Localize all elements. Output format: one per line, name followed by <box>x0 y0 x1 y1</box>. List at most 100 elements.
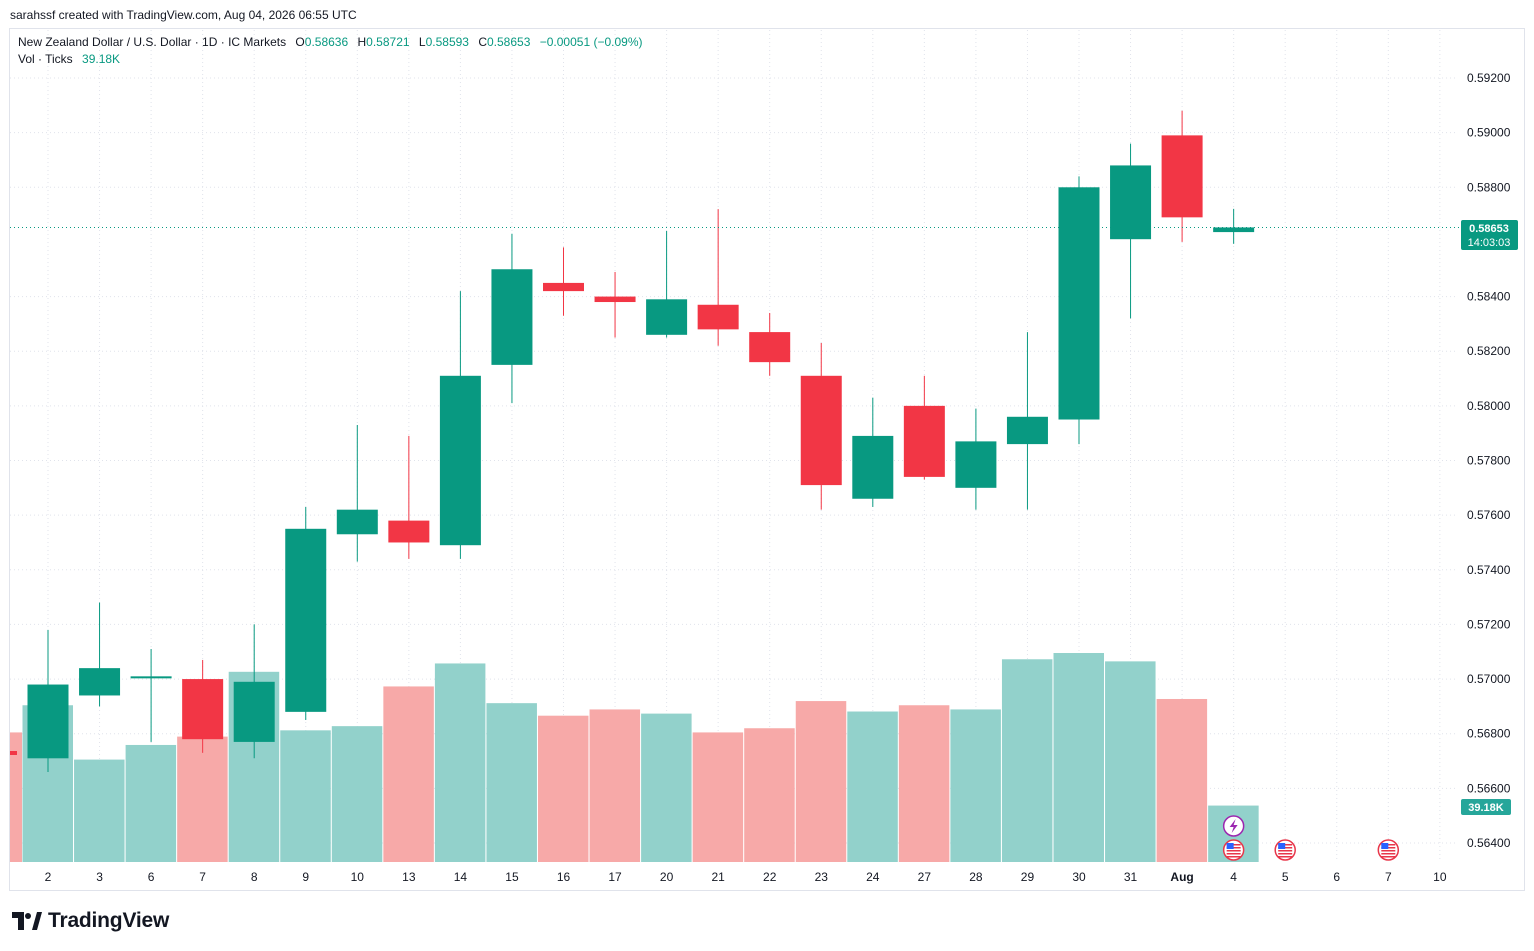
symbol-legend: New Zealand Dollar / U.S. Dollar · 1D · … <box>18 35 642 49</box>
y-tick-label: 0.59000 <box>1467 126 1511 140</box>
x-tick-label: 2 <box>45 870 52 884</box>
volume-bar <box>589 709 641 862</box>
high-value: 0.58721 <box>366 35 410 49</box>
candle-body <box>79 668 121 696</box>
candle-body <box>800 375 842 486</box>
countdown-value: 14:03:03 <box>1468 237 1511 249</box>
volume-bar <box>744 728 795 862</box>
x-tick-label: 3 <box>96 870 103 884</box>
candle-body <box>955 441 997 488</box>
x-tick-label: 15 <box>505 870 519 884</box>
volume-bar <box>383 686 434 862</box>
candle-body <box>594 296 636 303</box>
x-tick-label: 28 <box>969 870 983 884</box>
price-axis: 0.59200 0.59000 0.58800 0.58400 0.58200 0.580… <box>1467 71 1511 850</box>
x-tick-label: 17 <box>608 870 622 884</box>
candle-partial <box>10 751 17 755</box>
volume-badge: 39.18K <box>1461 799 1511 815</box>
candle <box>800 343 842 510</box>
y-tick-label: 0.56800 <box>1467 727 1511 741</box>
volume-bar <box>1105 661 1156 862</box>
candle-body <box>1213 227 1255 233</box>
candle <box>852 397 894 507</box>
x-tick-label: 13 <box>402 870 416 884</box>
volume-label: Vol · Ticks <box>18 52 73 66</box>
y-tick-label: 0.59200 <box>1467 71 1511 85</box>
candle <box>646 231 688 338</box>
candle-body <box>1058 187 1100 420</box>
candle-body <box>285 528 327 712</box>
candle-body <box>697 304 739 330</box>
y-tick-label: 0.58400 <box>1467 290 1511 304</box>
candle <box>233 624 275 759</box>
tradingview-logo[interactable]: TradingView <box>12 908 169 934</box>
chart-panel[interactable] <box>9 28 1525 891</box>
x-tick-label: 7 <box>199 870 206 884</box>
low-label: L <box>418 35 426 49</box>
candle-body <box>388 520 430 543</box>
volume-bar <box>177 736 228 862</box>
candle-body <box>1161 135 1203 218</box>
y-tick-label: 0.57000 <box>1467 672 1511 686</box>
volume-bar <box>898 705 950 862</box>
x-tick-label: 10 <box>351 870 365 884</box>
x-tick-label: 30 <box>1072 870 1086 884</box>
x-tick-label: 16 <box>557 870 571 884</box>
candle <box>1058 176 1100 445</box>
volume-bar <box>74 759 125 862</box>
y-tick-label: 0.57600 <box>1467 508 1511 522</box>
volume-bar <box>280 730 331 862</box>
x-tick-label: 21 <box>711 870 725 884</box>
x-tick-label: 20 <box>660 870 674 884</box>
candle-body <box>1006 416 1048 445</box>
candle <box>594 271 636 338</box>
x-tick-label: 6 <box>1333 870 1340 884</box>
x-tick-label: 9 <box>302 870 309 884</box>
volume-bar <box>331 726 383 862</box>
symbol-name: New Zealand Dollar / U.S. Dollar · 1D · … <box>18 35 287 49</box>
x-tick-label: 7 <box>1385 870 1392 884</box>
volume-bar <box>641 713 692 862</box>
candle <box>336 424 378 562</box>
event-markers <box>1222 815 1400 861</box>
y-tick-label: 0.56600 <box>1467 781 1511 795</box>
candle <box>182 659 224 753</box>
candle-body <box>233 681 275 742</box>
candle <box>543 247 584 316</box>
lightning-icon <box>1222 815 1245 837</box>
volume-bar <box>434 663 486 862</box>
tradingview-logo-text: TradingView <box>48 909 170 932</box>
volume-legend: Vol · Ticks 39.18K <box>18 52 120 66</box>
candle-body <box>439 375 481 546</box>
candle <box>439 291 481 559</box>
x-tick-label: 4 <box>1230 870 1237 884</box>
volume-bar <box>847 711 898 862</box>
x-tick-label: 31 <box>1124 870 1138 884</box>
low-value: 0.58593 <box>425 35 469 49</box>
candle-body <box>646 299 688 335</box>
volume-bar <box>950 709 1001 862</box>
volume-bar <box>1001 659 1053 862</box>
open-label: O <box>295 35 305 49</box>
y-tick-label: 0.56400 <box>1467 836 1511 850</box>
candle-body <box>1110 165 1152 240</box>
us-flag-icon <box>1274 839 1296 861</box>
us-flag-icon <box>1222 839 1245 861</box>
candle-body <box>182 679 224 740</box>
candle <box>1006 332 1048 510</box>
volume-bar <box>486 703 537 862</box>
volume-bar <box>538 715 589 862</box>
open-value: 0.58636 <box>304 35 349 49</box>
candle <box>697 209 739 346</box>
x-tick-label: 23 <box>815 870 829 884</box>
price-candles <box>10 110 1255 772</box>
volume-bar <box>692 732 744 862</box>
x-tick-label: 5 <box>1282 870 1289 884</box>
candle <box>491 233 533 404</box>
close-value: 0.58653 <box>487 35 531 49</box>
x-tick-label: 22 <box>763 870 777 884</box>
candle <box>130 649 172 742</box>
x-tick-label: Aug <box>1170 870 1193 884</box>
y-tick-label: 0.57200 <box>1467 617 1511 631</box>
